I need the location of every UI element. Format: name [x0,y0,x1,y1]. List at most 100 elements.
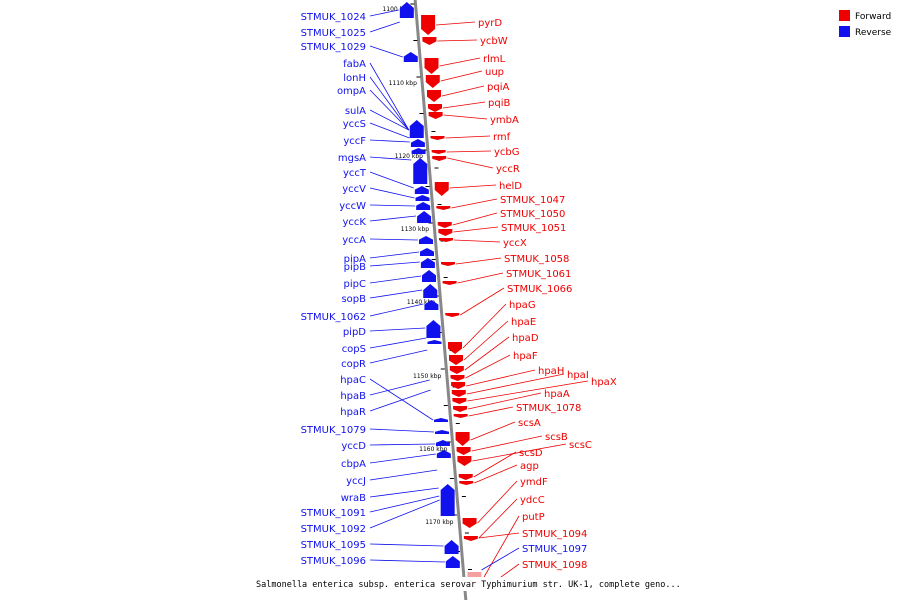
leader-hpac [369,378,434,421]
gene-ycck [417,211,432,223]
gene-stmuk-1079 [435,430,449,434]
gene-hpaf [450,375,465,381]
leader-agp [474,464,518,484]
gene-label-rmf: rmf [493,132,511,143]
gene-label-scsa: scsA [518,418,541,429]
gene-label-ycck: yccK [343,217,367,228]
gene-stmuk-1096 [445,556,460,568]
gene-wrab [440,484,455,516]
leader-stmuk-1078 [468,406,514,417]
gene-label-stmuk-1051: STMUK_1051 [501,223,566,234]
gene-stmuk-1050 [437,222,452,228]
gene-label-stmuk-1062: STMUK_1062 [301,312,366,323]
gene-stmuk-1062 [424,300,439,310]
leader-cops [369,337,427,349]
gene-label-ompa: ompA [337,86,366,97]
gene-mgsa [413,158,428,184]
legend-label-reverse: Reverse [855,28,892,38]
gene-pqib [428,104,442,112]
leader-stmuk-1061 [457,272,504,284]
gene-label-pipd: pipD [343,327,366,338]
leader-copr [369,349,428,364]
gene-stmuk-1058 [441,262,455,266]
leader-hpai [466,373,565,395]
gene-hpad [449,366,464,374]
gene-label-uup: uup [485,67,504,78]
legend-label-forward: Forward [855,12,891,22]
gene-label-hpah: hpaH [538,366,564,377]
gene-label-lonh: lonH [343,73,366,84]
backbone-line [413,0,468,600]
gene-hpag [448,342,462,354]
gene-scsb [456,447,471,455]
leader-wrab [369,487,439,498]
gene-label-ycbg: ycbG [494,147,520,158]
gene-ymdf [462,518,477,528]
gene-label-ydcc: ydcC [520,495,545,506]
leader-yccw [369,204,416,207]
leader-hpaf [465,354,511,379]
gene-label-pipa: pipA [344,254,366,265]
leader-pqia [441,85,485,97]
leader-stmuk-1091 [369,495,440,513]
gene-label-pyrd: pyrD [478,18,502,29]
leader-stmuk-1062 [369,303,424,317]
gene-label-stmuk-1050: STMUK_1050 [500,209,565,220]
leader-hpae [463,320,509,361]
leader-ymdf [477,480,518,524]
gene-pipc [422,270,436,282]
leader-yccj [369,469,438,481]
gene-hpaa [453,406,468,412]
gene-label-held: helD [499,181,522,192]
leader-stmuk-1066 [460,287,505,316]
leader-stmuk-1092 [369,499,440,529]
gene-label-rlml: rlmL [483,54,506,65]
leader-stmuk-1096 [369,559,445,563]
gene-stmuk-1066 [445,313,460,317]
gene-label-stmuk-1091: STMUK_1091 [301,508,366,519]
gene-ycct [414,186,429,194]
leader-stmuk-1051 [453,226,499,233]
ruler-label: 1140 kbp [407,299,435,306]
gene-label-sula: sulA [345,106,366,117]
gene-label-pipc: pipC [344,279,366,290]
leader-stmuk-1025 [369,21,400,33]
gene-yccx [439,238,453,242]
labels-group: STMUK_1024 STMUK_1025 STMUK_1029 fabA lonH om… [301,9,617,591]
gene-label-yccv: yccV [342,184,366,195]
ruler-label: 1170 kbp [425,519,453,526]
gene-label-stmuk-1079: STMUK_1079 [301,425,366,436]
gene-label-stmuk-1058: STMUK_1058 [504,254,569,265]
gene-rmf [430,136,445,140]
gene-label-stmuk-1097: STMUK_1097 [522,544,587,555]
gene-label-ymdf: ymdF [520,477,548,488]
gene-label-scsb: scsB [545,432,568,443]
leader-sopb [369,289,423,299]
gene-label-hpaa: hpaA [544,389,570,400]
gene-yccd [435,440,450,446]
leader-yccv [369,187,415,199]
gene-agp [459,481,474,485]
leader-ymba [443,114,488,120]
gene-cbpa [436,450,451,458]
leader-mgsa [369,156,412,161]
leader-scsc [472,443,567,462]
leader-hpax [467,380,589,402]
gene-label-faba: fabA [343,59,366,70]
leader-pipb [369,261,420,267]
leader-yccf [369,139,410,143]
gene-held [434,182,449,196]
gene-hpax [452,398,467,404]
leader-ycca [369,238,419,241]
leader-pqib [442,101,486,109]
gene-scsc [457,456,472,466]
leader-ydcc [478,498,518,539]
ruler-group: 1100 kbp 1110 kbp 1120 kbp 1130 kbp 1140 kbp… [382,3,472,589]
legend: Forward Reverse [839,10,892,38]
leader-ycbw [437,39,478,42]
gene-yccs [410,139,425,147]
leader-yccr [447,157,494,169]
leader-hpaa [467,392,542,410]
gene-stmuk-1078 [453,414,468,418]
gene-yccf [411,148,426,154]
